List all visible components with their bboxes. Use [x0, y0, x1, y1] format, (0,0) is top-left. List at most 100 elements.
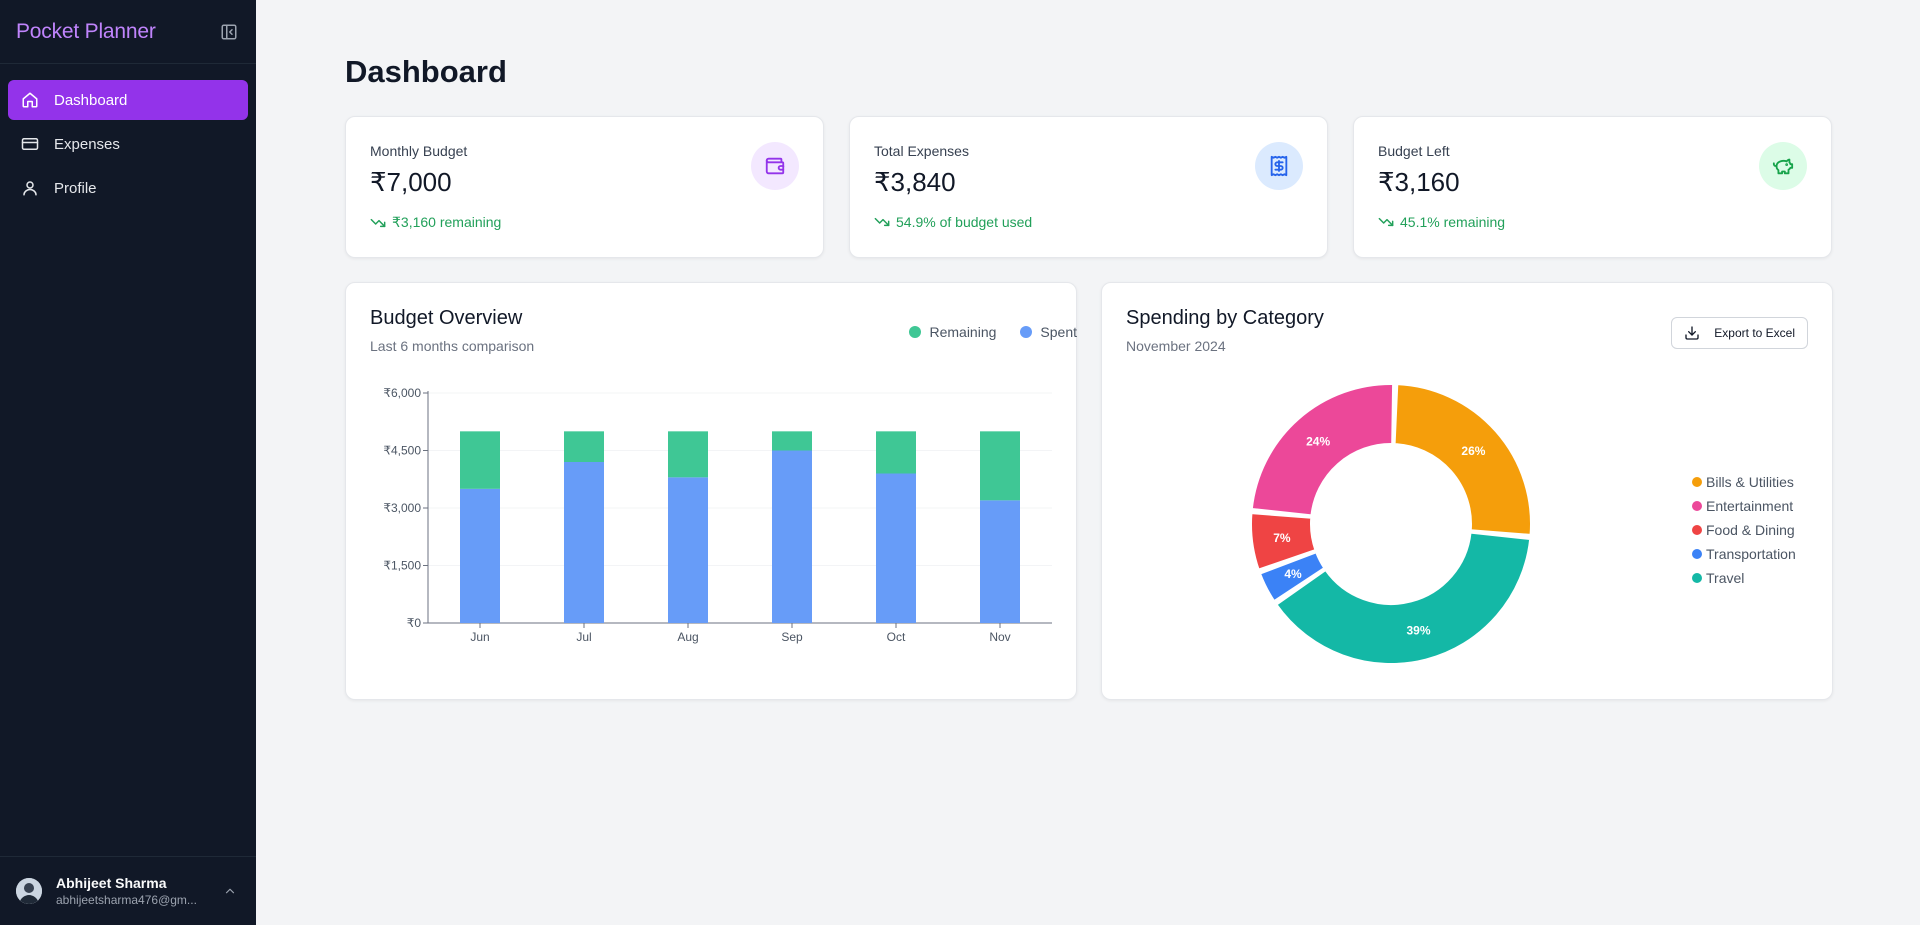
x-tick-label: Jul [576, 630, 591, 644]
trending-down-icon [370, 215, 386, 231]
legend-label: Entertainment [1706, 498, 1794, 514]
stat-subtext: ₹3,160 remaining [370, 214, 799, 231]
pie-legend: Bills & Utilities Entertainment Food & Din… [1692, 470, 1796, 590]
legend-swatch [1020, 326, 1033, 338]
pie-slice-label: 7% [1273, 531, 1291, 545]
export-excel-button[interactable]: Export to Excel [1671, 317, 1808, 349]
legend-swatch [1692, 477, 1702, 487]
bar-spent-sep[interactable] [772, 450, 812, 624]
sidebar: Pocket Planner Dashboard Expenses Profil… [0, 0, 256, 925]
sidebar-item-expenses[interactable]: Expenses [8, 124, 248, 164]
legend-swatch [1692, 525, 1702, 535]
download-icon [1684, 325, 1700, 341]
legend-label: Travel [1706, 570, 1745, 586]
sidebar-item-label: Expenses [54, 135, 120, 153]
stat-label: Budget Left [1378, 143, 1450, 159]
receipt-icon [1255, 142, 1303, 190]
legend-label: Food & Dining [1706, 522, 1795, 538]
budget-bar-chart: ₹0 ₹1,500 ₹3,000 ₹4,500 ₹6,000 Jun Jul Aug Sep Oc… [383, 386, 1052, 644]
sidebar-header: Pocket Planner [0, 0, 256, 64]
bar-spent-jun[interactable] [460, 488, 500, 623]
stat-subtext: 54.9% of budget used [874, 214, 1303, 230]
bar-remaining-sep[interactable] [772, 431, 812, 451]
page-title: Dashboard [345, 54, 507, 89]
sidebar-item-profile[interactable]: Profile [8, 168, 248, 208]
y-tick-label: ₹4,500 [383, 444, 421, 458]
user-menu[interactable]: Abhijeet Sharma abhijeetsharma476@gm... [0, 856, 256, 925]
legend-label: Spent [1040, 324, 1077, 340]
stat-value: ₹3,160 [1378, 167, 1460, 197]
y-tick-label: ₹3,000 [383, 501, 421, 515]
trending-down-icon [874, 214, 890, 230]
pie-legend-item: Food & Dining [1692, 518, 1796, 542]
wallet-icon [751, 142, 799, 190]
pie-slice-travel[interactable] [1275, 531, 1532, 665]
pie-legend-item: Transportation [1692, 542, 1796, 566]
budget-overview-card: Budget Overview Last 6 months comparison… [345, 282, 1077, 700]
stat-card-total-expenses: Total Expenses ₹3,840 54.9% of budget us… [849, 116, 1328, 258]
x-tick-label: Sep [781, 630, 803, 644]
stat-label: Monthly Budget [370, 143, 468, 159]
sidebar-collapse-icon[interactable] [218, 21, 240, 43]
app-title: Pocket Planner [16, 19, 156, 43]
chart-subtitle: Last 6 months comparison [370, 338, 535, 354]
stat-sub-text: 45.1% remaining [1400, 214, 1506, 230]
chart-title: Budget Overview [370, 307, 523, 329]
stat-value: ₹7,000 [370, 167, 452, 197]
legend-item-remaining: Remaining [909, 324, 996, 340]
y-tick-label: ₹6,000 [383, 386, 421, 400]
pie-legend-item: Bills & Utilities [1692, 470, 1796, 494]
pie-slice-food-dining[interactable] [1250, 512, 1317, 571]
stat-sub-text: 54.9% of budget used [896, 214, 1033, 230]
bar-spent-nov[interactable] [980, 500, 1020, 623]
stat-card-budget-left: Budget Left ₹3,160 45.1% remaining [1353, 116, 1832, 258]
bar-spent-jul[interactable] [564, 462, 604, 623]
legend-swatch [1692, 501, 1702, 511]
bar-remaining-jun[interactable] [460, 431, 500, 489]
home-icon [20, 90, 40, 110]
bar-remaining-aug[interactable] [668, 431, 708, 478]
x-tick-label: Aug [677, 630, 698, 644]
legend-label: Transportation [1706, 546, 1796, 562]
credit-card-icon [20, 134, 40, 154]
legend-label: Remaining [929, 324, 997, 340]
chevron-up-icon[interactable] [220, 881, 240, 901]
legend-item-spent: Spent [1020, 324, 1077, 340]
sidebar-nav: Dashboard Expenses Profile [0, 64, 256, 228]
pie-legend-item: Travel [1692, 566, 1796, 590]
bar-chart-legend: Remaining Spent [909, 324, 1077, 340]
pie-slice-label: 4% [1284, 567, 1302, 581]
pie-slice-entertainment[interactable] [1250, 383, 1395, 517]
user-email: abhijeetsharma476@gm... [56, 893, 197, 907]
pie-slice-bills-utilities[interactable] [1393, 383, 1532, 536]
bar-remaining-jul[interactable] [564, 431, 604, 462]
legend-label: Bills & Utilities [1706, 474, 1794, 490]
y-tick-label: ₹0 [407, 616, 422, 630]
pie-slice-label: 39% [1406, 624, 1430, 638]
sidebar-item-dashboard[interactable]: Dashboard [8, 80, 248, 120]
pie-slice-label: 26% [1461, 444, 1485, 458]
sidebar-item-label: Dashboard [54, 91, 128, 109]
piggy-bank-icon [1759, 142, 1807, 190]
bar-spent-oct[interactable] [876, 473, 916, 624]
x-tick-label: Oct [887, 630, 906, 644]
chart-title: Spending by Category [1126, 307, 1324, 329]
pie-slice-transportation[interactable] [1258, 551, 1326, 603]
user-icon [20, 178, 40, 198]
legend-swatch [1692, 573, 1702, 583]
legend-swatch [909, 326, 922, 338]
legend-swatch [1692, 549, 1702, 559]
export-label: Export to Excel [1714, 326, 1795, 340]
avatar [16, 878, 42, 904]
x-tick-label: Jun [470, 630, 489, 644]
bar-remaining-oct[interactable] [876, 431, 916, 474]
y-tick-label: ₹1,500 [383, 559, 421, 573]
bar-spent-aug[interactable] [668, 477, 708, 623]
chart-subtitle: November 2024 [1126, 338, 1226, 354]
spending-donut-chart: 26% 39% 4% 7% 24% [1250, 383, 1532, 665]
stat-label: Total Expenses [874, 143, 969, 159]
trending-down-icon [1378, 214, 1394, 230]
bar-remaining-nov[interactable] [980, 431, 1020, 501]
stat-subtext: 45.1% remaining [1378, 214, 1807, 230]
stat-sub-text: ₹3,160 remaining [392, 214, 502, 230]
